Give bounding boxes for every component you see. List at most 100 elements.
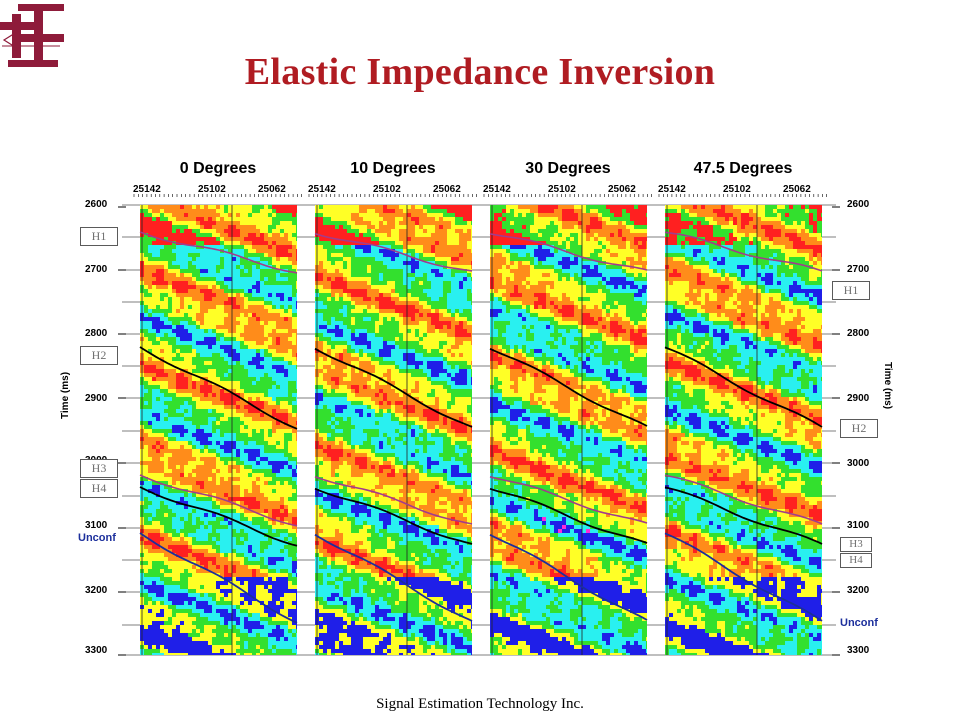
impedance-cell <box>204 409 209 414</box>
impedance-cell <box>331 225 336 230</box>
impedance-cell <box>272 593 277 598</box>
impedance-cell <box>228 485 233 490</box>
impedance-cell <box>144 393 149 398</box>
impedance-cell <box>144 629 149 634</box>
impedance-cell <box>240 381 245 386</box>
impedance-cell <box>172 433 177 438</box>
impedance-cell <box>248 361 253 366</box>
impedance-cell <box>196 417 201 422</box>
impedance-cell <box>156 461 161 466</box>
impedance-cell <box>184 353 189 358</box>
impedance-cell <box>419 229 424 234</box>
impedance-cell <box>264 649 269 654</box>
impedance-cell <box>144 529 149 534</box>
impedance-cell <box>184 233 189 238</box>
impedance-cell <box>200 629 205 634</box>
impedance-cell <box>276 533 281 538</box>
impedance-cell <box>204 345 209 350</box>
impedance-cell <box>284 317 289 322</box>
impedance-cell <box>252 517 257 522</box>
impedance-cell <box>280 381 285 386</box>
impedance-cell <box>212 601 217 606</box>
impedance-cell <box>184 597 189 602</box>
impedance-cell <box>236 549 241 554</box>
impedance-cell <box>156 473 161 478</box>
impedance-cell <box>292 525 297 530</box>
impedance-cell <box>252 569 257 574</box>
impedance-cell <box>208 513 213 518</box>
impedance-cell <box>168 389 173 394</box>
impedance-cell <box>240 589 245 594</box>
impedance-cell <box>431 205 436 210</box>
impedance-cell <box>208 393 213 398</box>
impedance-cell <box>184 513 189 518</box>
impedance-cell <box>451 217 456 222</box>
impedance-cell <box>256 613 261 618</box>
impedance-cell <box>220 273 225 278</box>
impedance-cell <box>272 573 277 578</box>
impedance-cell <box>292 597 297 602</box>
impedance-cell <box>168 621 173 626</box>
impedance-cell <box>288 229 293 234</box>
impedance-cell <box>212 365 217 370</box>
impedance-cell <box>196 637 201 642</box>
impedance-cell <box>359 217 364 222</box>
impedance-cell <box>180 329 185 334</box>
impedance-cell <box>248 437 253 442</box>
impedance-cell <box>144 525 149 530</box>
impedance-cell <box>188 429 193 434</box>
impedance-cell <box>280 513 285 518</box>
impedance-cell <box>284 565 289 570</box>
impedance-cell <box>375 217 380 222</box>
impedance-cell <box>172 393 177 398</box>
impedance-cell <box>256 525 261 530</box>
impedance-cell <box>292 369 297 374</box>
impedance-cell <box>144 433 149 438</box>
impedance-cell <box>192 293 197 298</box>
impedance-cell <box>160 329 165 334</box>
impedance-cell <box>164 225 169 230</box>
impedance-cell <box>156 245 161 250</box>
impedance-cell <box>292 613 297 618</box>
impedance-cell <box>168 425 173 430</box>
impedance-cell <box>188 209 193 214</box>
impedance-cell <box>196 557 201 562</box>
impedance-cell <box>280 577 285 582</box>
impedance-cell <box>292 321 297 326</box>
impedance-cell <box>188 417 193 422</box>
impedance-cell <box>212 377 217 382</box>
impedance-cell <box>264 217 269 222</box>
impedance-cell <box>208 445 213 450</box>
logo-s-mark <box>0 4 64 67</box>
impedance-cell <box>228 229 233 234</box>
impedance-cell <box>168 613 173 618</box>
impedance-cell <box>172 437 177 442</box>
impedance-cell <box>292 225 297 230</box>
impedance-cell <box>172 249 177 254</box>
impedance-cell <box>180 573 185 578</box>
impedance-cell <box>144 597 149 602</box>
impedance-cell <box>212 317 217 322</box>
impedance-cell <box>188 469 193 474</box>
impedance-cell <box>224 397 229 402</box>
impedance-cell <box>260 505 265 510</box>
impedance-cell <box>156 257 161 262</box>
impedance-cell <box>212 409 217 414</box>
impedance-cell <box>284 481 289 486</box>
impedance-cell <box>212 241 217 246</box>
impedance-cell <box>280 601 285 606</box>
impedance-cell <box>288 553 293 558</box>
impedance-cell <box>188 361 193 366</box>
impedance-cell <box>188 221 193 226</box>
impedance-cell <box>268 557 273 562</box>
impedance-cell <box>232 457 237 462</box>
impedance-cell <box>248 261 253 266</box>
impedance-cell <box>144 465 149 470</box>
impedance-cell <box>256 617 261 622</box>
impedance-cell <box>272 509 277 514</box>
impedance-cell <box>204 517 209 522</box>
impedance-cell <box>240 605 245 610</box>
impedance-cell <box>212 345 217 350</box>
impedance-cell <box>180 613 185 618</box>
impedance-cell <box>192 637 197 642</box>
